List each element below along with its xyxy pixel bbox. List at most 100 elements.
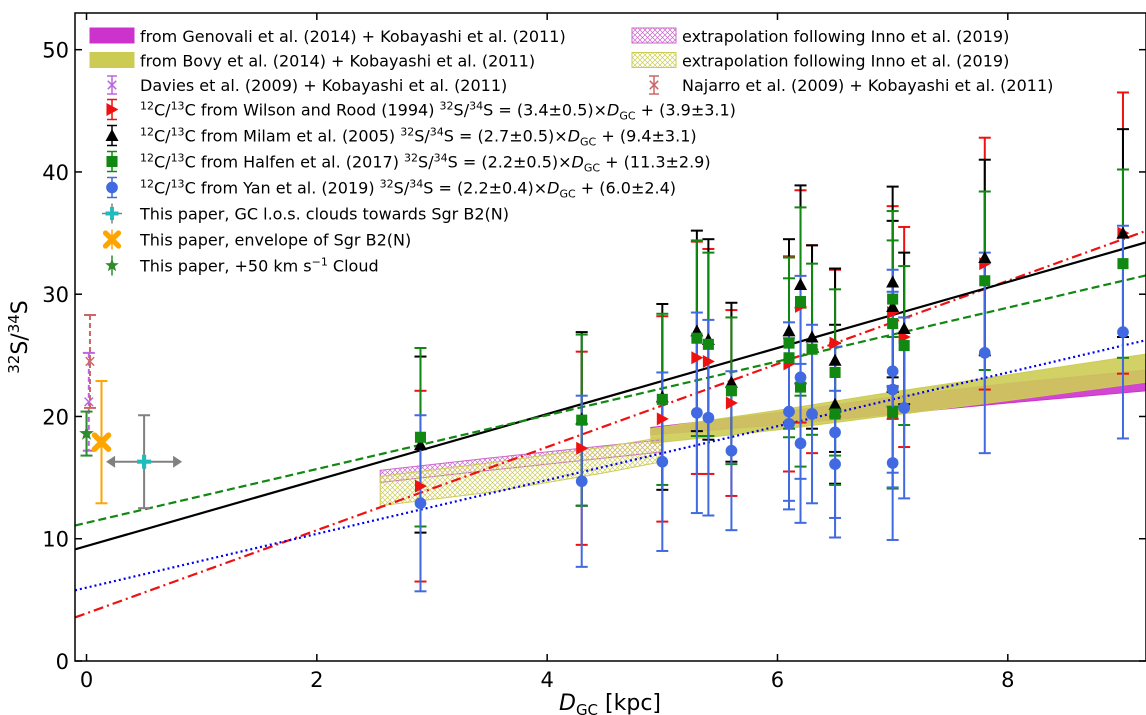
legend-series-mid-1: C/ bbox=[154, 127, 171, 146]
legend-series-fit-sup1-2: 32 bbox=[404, 152, 418, 165]
fit-line-2 bbox=[75, 274, 1146, 527]
legend-paper-marker-0 bbox=[105, 207, 119, 220]
x-tick-label-2: 4 bbox=[540, 668, 553, 692]
series-1-marker-6 bbox=[782, 324, 796, 337]
legend-series-fit-1: S = (2.7±0.5)× bbox=[444, 127, 568, 146]
series-3-marker-12 bbox=[829, 458, 841, 471]
x-axis-label: DGC [kpc] bbox=[559, 691, 661, 715]
series-0-marker-9 bbox=[829, 336, 842, 350]
series-3-marker-7 bbox=[783, 417, 795, 430]
legend-paper-text-1: This paper, envelope of Sgr B2(N) bbox=[139, 231, 411, 250]
legend: from Genovali et al. (2014) + Kobayashi … bbox=[89, 27, 1053, 276]
legend-series-fit-var-3: D bbox=[547, 179, 559, 198]
legend-series-sup-b-3: 13 bbox=[171, 178, 185, 191]
legend-series-sup-b-0: 13 bbox=[171, 100, 185, 113]
legend-series-fit-sup1-0: 32 bbox=[440, 100, 454, 113]
paper-0-arrow-left bbox=[106, 455, 116, 468]
series-1-marker-11 bbox=[886, 275, 900, 288]
legend-series-fit-sub-3: GC bbox=[559, 188, 576, 201]
plot-frame bbox=[74, 12, 1146, 662]
legend-swatch-0 bbox=[89, 27, 135, 44]
legend-label-2: Davies et al. (2009) + Kobayashi et al. … bbox=[140, 76, 507, 95]
legend-swatch-3 bbox=[631, 27, 677, 44]
series-2-marker-4 bbox=[702, 338, 714, 350]
legend-series-fit-base-2: S/ bbox=[418, 153, 434, 172]
x-tick-label-0: 0 bbox=[80, 668, 93, 692]
series-1-marker-15 bbox=[1116, 226, 1130, 239]
x-axis-label-sub: GC bbox=[576, 701, 598, 715]
legend-series-sup-b-1: 13 bbox=[171, 126, 185, 139]
y-tick-label-3: 30 bbox=[42, 283, 69, 307]
x-tick-label-4: 8 bbox=[1001, 668, 1014, 692]
legend-series-label-3: 12C/13C from Yan et al. (2019) 32S/34S =… bbox=[140, 178, 676, 201]
y-tick-label-1: 10 bbox=[42, 528, 69, 552]
y-axis-label-tail: S bbox=[8, 300, 33, 314]
legend-label-3: extrapolation following Inno et al. (201… bbox=[682, 27, 1009, 46]
legend-series-fit-sub-1: GC bbox=[580, 136, 597, 149]
legend-series-fit-var-1: D bbox=[568, 127, 580, 146]
series-3-marker-18 bbox=[1117, 326, 1129, 338]
legend-series-text-3: C from Yan et al. (2019) bbox=[185, 179, 380, 198]
legend-series-fit-sup2-0: 34 bbox=[469, 100, 483, 113]
series-2-marker-10 bbox=[806, 343, 818, 355]
series-0-marker-3 bbox=[691, 351, 704, 365]
y-axis-label: 32S/34S bbox=[5, 300, 33, 374]
series-3-marker-10 bbox=[806, 408, 818, 420]
legend-series-fit-sub-2: GC bbox=[584, 162, 601, 175]
fit-line-0 bbox=[75, 229, 1146, 619]
series-3-marker-1 bbox=[575, 475, 588, 488]
legend-series-label-1: 12C/13C from Milam et al. (2005) 32S/34S… bbox=[140, 126, 697, 149]
legend-series-sup-a-2: 12 bbox=[140, 152, 154, 165]
series-3-marker-8 bbox=[794, 371, 807, 384]
x-axis-label-unit: [kpc] bbox=[598, 691, 661, 715]
series-2-marker-6 bbox=[783, 337, 795, 349]
series-2-marker-12 bbox=[829, 408, 841, 420]
series-2-marker-1 bbox=[576, 414, 588, 426]
x-tick-label-3: 6 bbox=[771, 668, 784, 692]
legend-paper-label-2: This paper, +50 km s−1 Cloud bbox=[139, 256, 379, 276]
paper-0-arrow-right bbox=[173, 455, 183, 468]
legend-series-sup-a-0: 12 bbox=[140, 100, 154, 113]
legend-swatch-2 bbox=[107, 80, 117, 90]
legend-paper-text-2: This paper, +50 km s bbox=[139, 257, 312, 276]
legend-series-mid-0: C/ bbox=[154, 101, 171, 120]
series-1-marker-10 bbox=[828, 397, 842, 410]
series-1-marker-5 bbox=[724, 375, 738, 388]
legend-paper-marker-1 bbox=[102, 230, 122, 249]
series-2-marker-0 bbox=[414, 431, 427, 443]
legend-series-fit-tail-2: + (11.3±2.9) bbox=[600, 153, 711, 172]
y-tick-label-5: 50 bbox=[42, 39, 69, 63]
x-tick-label-1: 2 bbox=[310, 668, 323, 692]
series-2-marker-17 bbox=[979, 275, 991, 287]
legend-series-marker-0 bbox=[106, 103, 119, 116]
legend-paper-sup-2: −1 bbox=[312, 256, 328, 269]
legend-series-fit-0: S = (3.4±0.5)× bbox=[483, 101, 607, 120]
paper-marker-2 bbox=[79, 425, 94, 440]
lit-marker-0 bbox=[84, 397, 94, 407]
legend-series-fit-sup2-2: 34 bbox=[434, 152, 448, 165]
legend-series-marker-2 bbox=[106, 155, 118, 168]
legend-series-label-0: 12C/13C from Wilson and Rood (1994) 32S/… bbox=[140, 100, 736, 123]
legend-paper-text-0: This paper, GC l.o.s. clouds towards Sgr… bbox=[139, 205, 509, 224]
legend-series-marker-1 bbox=[105, 129, 119, 142]
legend-series-text-2: C from Halfen et al. (2017) bbox=[185, 153, 404, 172]
series-0-marker-5 bbox=[725, 396, 738, 410]
series-2-marker-18 bbox=[1117, 258, 1129, 270]
series-1-marker-7 bbox=[794, 277, 808, 290]
legend-series-fit-sub-0: GC bbox=[619, 110, 636, 123]
legend-paper-marker-2 bbox=[105, 258, 119, 272]
x-axis-label-var: D bbox=[559, 691, 576, 715]
series-2-marker-14 bbox=[887, 318, 899, 330]
y-tick-label-4: 40 bbox=[42, 161, 69, 185]
legend-series-text-0: C from Wilson and Rood (1994) bbox=[185, 101, 440, 120]
legend-series-sup-b-2: 13 bbox=[171, 152, 185, 165]
series-2-marker-8 bbox=[794, 296, 807, 308]
series-0-marker-1 bbox=[576, 441, 589, 455]
fit-line-3 bbox=[75, 339, 1146, 592]
legend-paper-tail-2: Cloud bbox=[328, 257, 379, 276]
series-2-marker-16 bbox=[898, 340, 910, 352]
series-3-marker-2 bbox=[656, 455, 669, 468]
series-0-marker-4 bbox=[702, 354, 715, 368]
series-3-marker-3 bbox=[691, 406, 703, 419]
